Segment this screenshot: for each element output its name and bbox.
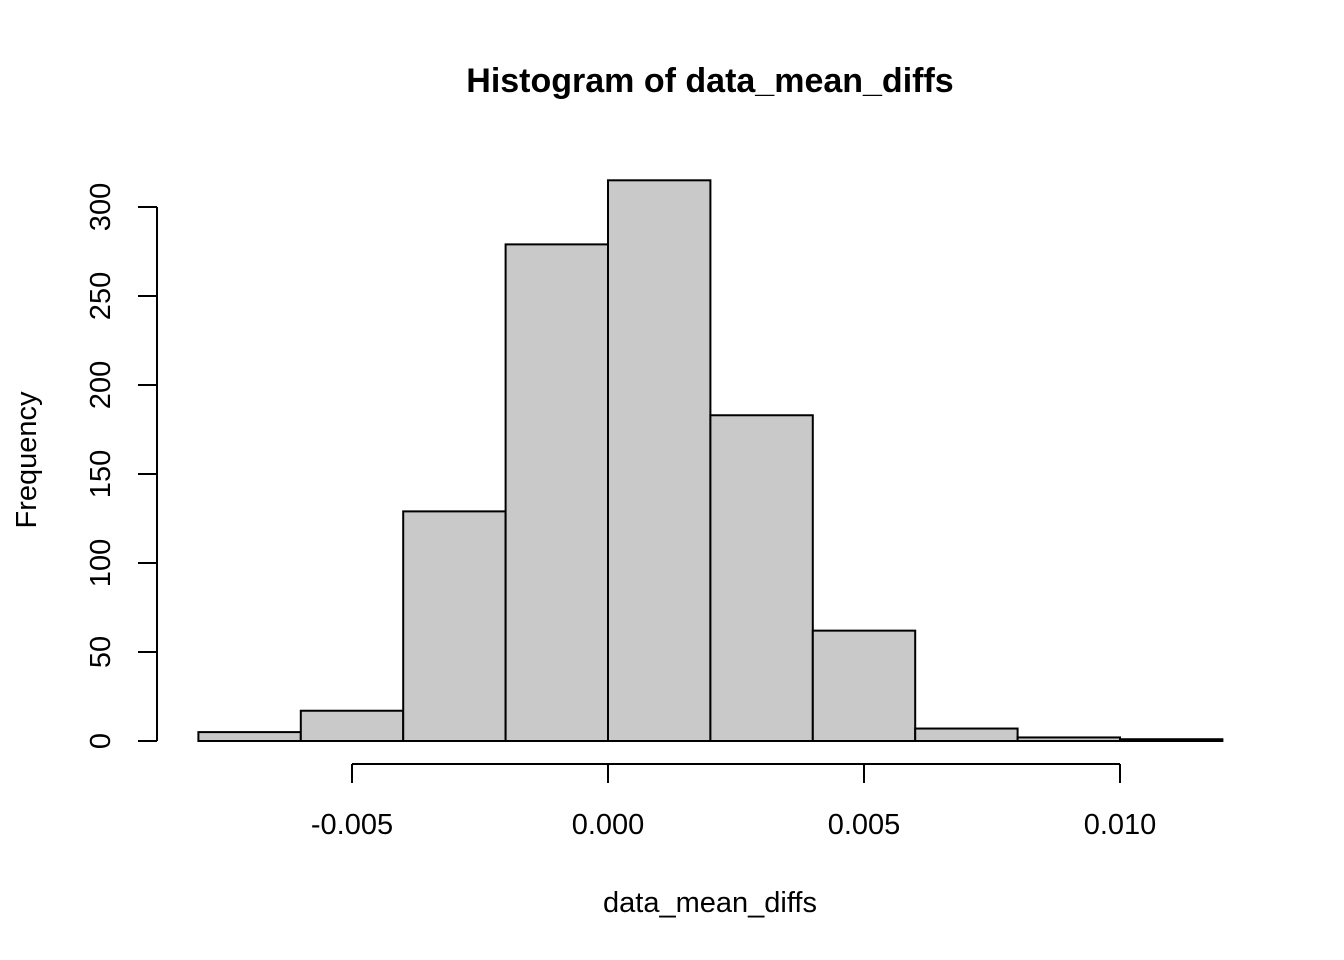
bars-group: [197, 179, 1224, 743]
x-tick-label-0: -0.005: [311, 809, 393, 841]
y-tick-label-4: 200: [85, 361, 117, 409]
histogram-bar-2: [402, 510, 507, 742]
y-tick-label-0: 0: [85, 733, 117, 749]
histogram-bar-8: [1016, 736, 1121, 743]
y-tick-label-6: 300: [85, 183, 117, 231]
x-tick-label-3: 0.010: [1084, 809, 1157, 841]
y-tick-label-5: 250: [85, 272, 117, 320]
histogram-bar-7: [914, 727, 1019, 742]
chart-title: Histogram of data_mean_diffs: [466, 62, 953, 100]
x-axis: -0.005 0.000 0.005 0.010: [311, 763, 1157, 841]
y-axis: 0 50 100 150 200 250 300: [85, 183, 158, 749]
histogram-bar-5: [709, 414, 814, 742]
y-tick-label-1: 50: [85, 636, 117, 668]
x-tick-label-1: 0.000: [572, 809, 645, 841]
y-axis-label: Frequency: [11, 391, 43, 529]
x-tick-label-2: 0.005: [828, 809, 901, 841]
histogram-bar-4: [607, 179, 712, 743]
y-tick-label-3: 150: [85, 450, 117, 498]
histogram-bar-0: [197, 731, 302, 742]
histogram-bar-6: [811, 629, 917, 743]
histogram-bar-3: [504, 243, 610, 742]
histogram-bar-1: [299, 709, 405, 742]
y-tick-label-2: 100: [85, 539, 117, 587]
histogram-bar-9: [1119, 738, 1224, 742]
x-axis-label: data_mean_diffs: [603, 887, 817, 919]
